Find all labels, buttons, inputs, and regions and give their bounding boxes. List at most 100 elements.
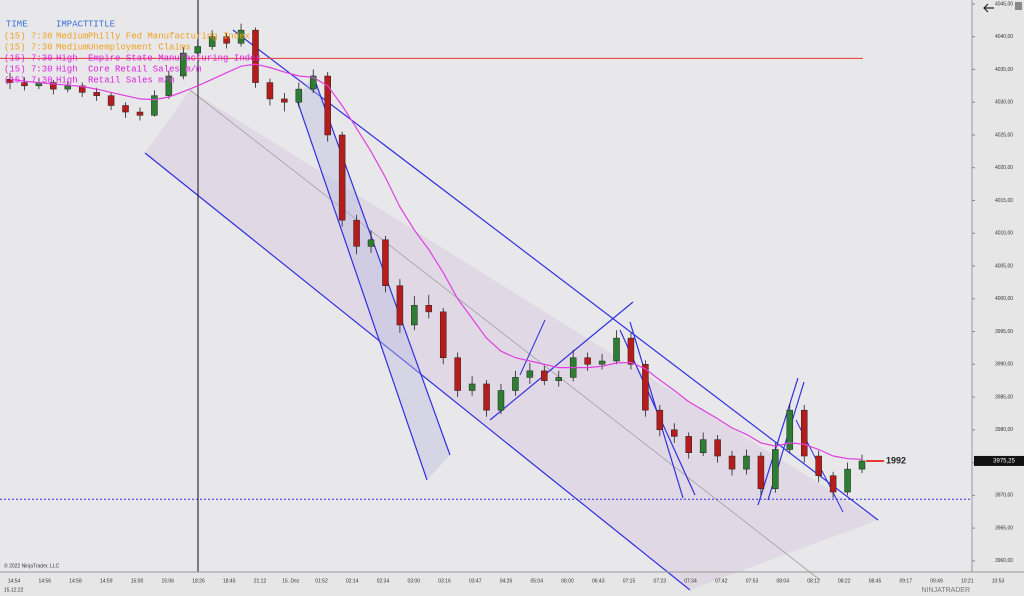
marks [0,23,972,500]
news-header: TIME [6,19,28,29]
candle-body [64,85,72,90]
x-tick-label: 14:59 [100,578,113,584]
candle-body [743,455,750,470]
candle-body [281,98,288,103]
candle-body [295,88,303,103]
candle-body [194,46,201,54]
news-table: TIME IMPACT TITLE (15) 7:30 Medium Philly … [4,19,261,85]
x-tick-label: 18:26 [192,578,205,584]
x-tick-label: 07:23 [653,578,666,584]
x-tick-label: 07:53 [746,578,759,584]
candle-body [468,383,476,391]
y-tick-label: 4025,00 [995,132,1013,138]
candle-body [786,409,794,450]
candle-body [844,468,851,493]
marker-label: 1992 [886,455,906,465]
candle-body [627,337,635,365]
candle-body [671,429,678,437]
candle-body [50,82,57,90]
candle-body [151,95,158,116]
trend-line [629,321,684,499]
y-tick-label: 4030,00 [995,100,1013,106]
x-tick-label: 21:12 [254,578,267,584]
trend-line [757,377,799,506]
x-tick-label: 10:53 [992,578,1005,584]
x-tick-label: 09:49 [930,578,943,584]
x-tick-label: 14:58 [69,578,82,584]
y-tick-label: 4020,00 [995,165,1013,171]
x-tick-label: 07:34 [684,578,697,584]
candle-body [425,305,433,313]
candle-body [367,239,375,247]
candle-body [396,285,404,326]
moving-average [9,63,863,460]
steep-channel [297,75,450,480]
candle-body [656,409,664,431]
y-tick-label: 3995,00 [995,329,1013,335]
candle-body [382,239,389,286]
candle-body [800,409,808,457]
candle-body [165,75,173,96]
y-tick-label: 3960,00 [995,558,1013,564]
x-tick-label: 15:06 [161,578,174,584]
back-button[interactable] [983,3,994,13]
news-time: (15) 7:30 [4,53,53,63]
candle-body [497,390,505,411]
candle-body [815,455,822,476]
x-tick-label: 03:16 [438,578,451,584]
candle-body [512,377,519,391]
candle-body [252,29,259,83]
channel-lower [144,152,691,591]
candle-body [324,75,331,136]
small-channel [489,301,634,421]
news-title: Core Retail Sales m/m [88,64,201,74]
x-tick-label: 05:04 [530,578,543,584]
y-tick-label: 4040,00 [995,34,1013,40]
candle-body [310,75,317,90]
candle-body [180,52,187,77]
channel-mid [189,89,821,581]
candle-body [93,92,100,96]
x-tick-label: 09:17 [899,578,912,584]
y-tick-label: 4035,00 [995,67,1013,73]
x-tick-label: 06:43 [592,578,605,584]
candle-body [642,364,649,411]
candle-body [454,357,461,391]
small-channel [519,319,546,376]
candle-body [714,439,721,457]
news-time: (15) 7:30 [4,42,53,52]
candle-body [338,134,346,221]
candle-body [78,85,86,93]
candle-body [728,455,736,470]
candle-body [122,105,129,113]
y-tick-label: 3990,00 [995,362,1013,368]
x-tick-label: 18:45 [223,578,236,584]
date-label: 15.12.22 [4,587,24,593]
candle-body [266,82,274,100]
candle-body [858,460,866,470]
x-tick-label: 02:34 [377,578,390,584]
x-tick-label: 08:22 [838,578,851,584]
y-tick-label: 3970,00 [995,493,1013,499]
x-tick-label: 15:00 [131,578,144,584]
candle-body [555,377,562,381]
candle-body [699,439,707,454]
panel-icon[interactable] [1015,2,1022,10]
candle-body [237,29,245,44]
last-price-label: 3975,25 [993,459,1015,465]
x-tick-label: 08:45 [869,578,882,584]
news-header: TITLE [88,19,115,29]
x-tick-label: 01:52 [315,578,328,584]
candle-body [598,360,606,365]
news-title: Retail Sales m/m [88,75,174,85]
x-tick-label: 04:26 [500,578,513,584]
news-title: Empire State Manufacturing Index [88,53,261,63]
steep-line [312,74,451,456]
candle-body [685,436,692,454]
candle-body [107,95,115,106]
x-tick-label: 03:00 [407,578,420,584]
news-time: (15) 7:30 [4,31,53,41]
candle-body [613,337,620,362]
y-tick-label: 4015,00 [995,198,1013,204]
